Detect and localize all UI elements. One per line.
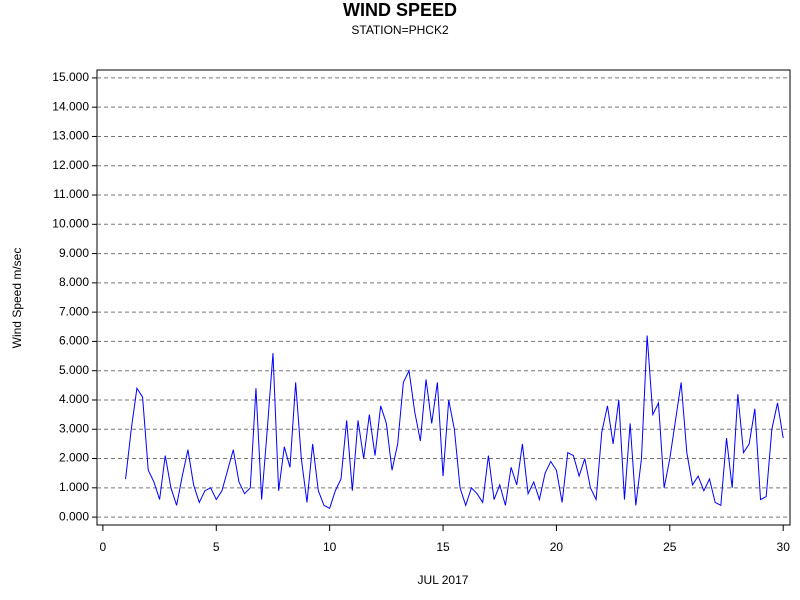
chart-subtitle: STATION=PHCK2	[351, 23, 449, 37]
x-tick-label: 5	[213, 540, 220, 554]
x-tick-label: 25	[663, 540, 677, 554]
y-tick-label: 2.000	[59, 451, 89, 465]
plot-frame	[96, 69, 791, 526]
x-tick-label: 20	[550, 540, 564, 554]
x-tick-label: 0	[100, 540, 107, 554]
y-tick-label: 8.000	[59, 275, 89, 289]
y-tick-label: 9.000	[59, 246, 89, 260]
x-tick-label: 15	[436, 540, 450, 554]
y-tick-label: 15.000	[52, 70, 89, 84]
y-tick-label: 3.000	[59, 421, 89, 435]
y-tick-label: 13.000	[52, 129, 89, 143]
data-line	[125, 335, 784, 510]
y-tick-label: 12.000	[52, 158, 89, 172]
y-tick-label: 1.000	[59, 480, 89, 494]
y-tick-label: 11.000	[53, 187, 89, 201]
chart-title: WIND SPEED	[343, 0, 457, 20]
x-tick-label: 10	[323, 540, 337, 554]
x-axis-label: JUL 2017	[418, 573, 469, 587]
y-tick-label: 4.000	[59, 392, 89, 406]
y-tick-label: 6.000	[59, 334, 89, 348]
y-tick-label: 10.000	[52, 216, 89, 230]
y-tick-label: 5.000	[59, 363, 89, 377]
y-tick-label: 0.000	[59, 509, 89, 523]
y-tick-label: 14.000	[52, 99, 89, 113]
y-tick-label: 7.000	[59, 304, 89, 318]
x-tick-label: 30	[777, 540, 791, 554]
y-axis-label: Wind Speed m/sec	[10, 248, 24, 349]
